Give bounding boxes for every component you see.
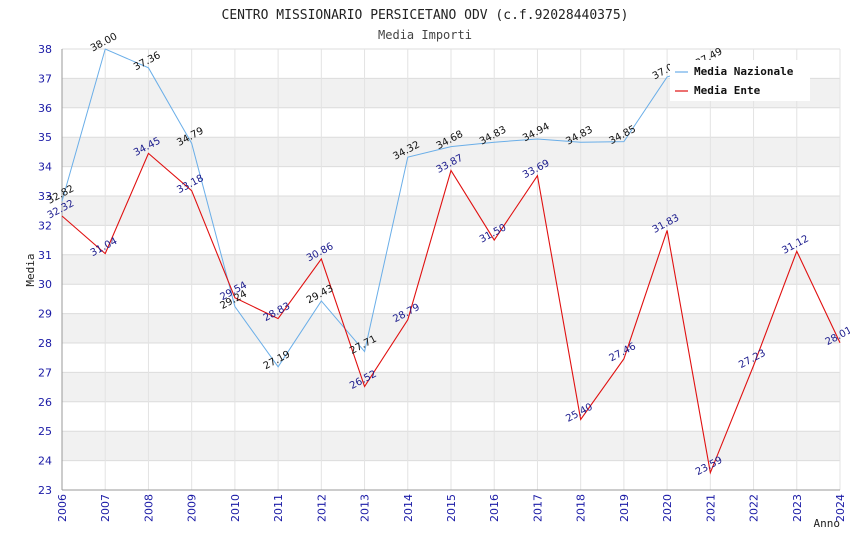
y-tick-label-29: 29 <box>38 308 52 321</box>
y-tick-label-37: 37 <box>38 72 52 85</box>
y-tick-label-31: 31 <box>38 249 52 262</box>
series-lines <box>61 48 841 475</box>
y-tick-label-33: 33 <box>38 190 52 203</box>
chart-subtitle: Media Importi <box>378 28 472 42</box>
x-tick-label-2017: 2017 <box>531 494 544 522</box>
x-tick-label-2013: 2013 <box>359 494 372 522</box>
x-tick-label-2021: 2021 <box>704 494 717 522</box>
y-tick-label-34: 34 <box>38 161 52 174</box>
y-tick-label-24: 24 <box>38 455 52 468</box>
y-tick-label-25: 25 <box>38 425 52 438</box>
data-label-media-ente-2009: 33.18 <box>175 173 205 196</box>
x-tick-label-2023: 2023 <box>791 494 804 522</box>
legend-label-media-ente: Media Ente <box>694 84 761 97</box>
y-tick-label-27: 27 <box>38 366 52 379</box>
data-label-media-ente-2018: 25.40 <box>564 402 594 425</box>
legend: Media Nazionale Media Ente <box>670 60 810 101</box>
y-tick-labels: 23 24 25 26 27 28 29 30 31 32 33 34 35 36 37 38 <box>38 43 52 497</box>
x-tick-label-2011: 2011 <box>272 494 285 522</box>
x-tick-label-2014: 2014 <box>402 494 415 522</box>
y-tick-label-26: 26 <box>38 396 52 409</box>
y-tick-label-32: 32 <box>38 219 52 232</box>
x-tick-label-2009: 2009 <box>186 494 199 522</box>
y-tick-label-28: 28 <box>38 337 52 350</box>
y-tick-label-30: 30 <box>38 278 52 291</box>
x-tick-label-2012: 2012 <box>315 494 328 522</box>
x-tick-label-2018: 2018 <box>575 494 588 522</box>
x-tick-label-2008: 2008 <box>142 494 155 522</box>
x-axis-label: Anno <box>814 517 841 530</box>
chart-title: CENTRO MISSIONARIO PERSICETANO ODV (c.f.… <box>222 8 629 23</box>
x-tick-label-2016: 2016 <box>488 494 501 522</box>
x-tick-labels: 2006 2007 2008 2009 2010 2011 2012 2013 2014 2015… <box>56 494 847 522</box>
x-tick-label-2020: 2020 <box>661 494 674 522</box>
y-tick-label-23: 23 <box>38 484 52 497</box>
legend-box <box>670 60 810 101</box>
x-tick-label-2007: 2007 <box>99 494 112 522</box>
x-tick-label-2024: 2024 <box>834 494 847 522</box>
data-label-media-nazionale-2011: 27.19 <box>262 349 292 372</box>
y-tick-label-36: 36 <box>38 102 52 115</box>
series-line-media-ente <box>61 152 841 475</box>
series-line-media-nazionale <box>61 48 711 368</box>
axes <box>61 49 840 491</box>
x-tick-label-2022: 2022 <box>748 494 761 522</box>
x-tick-label-2015: 2015 <box>445 494 458 522</box>
y-tick-label-35: 35 <box>38 131 52 144</box>
legend-label-media-nazionale: Media Nazionale <box>694 65 794 78</box>
x-tick-label-2010: 2010 <box>229 494 242 522</box>
data-label-media-nazionale-2007: 38.00 <box>89 31 119 54</box>
data-label-media-nazionale-2008: 37.36 <box>132 50 162 73</box>
y-axis-label: Media <box>24 253 37 286</box>
y-tick-label-38: 38 <box>38 43 52 56</box>
x-tick-label-2019: 2019 <box>618 494 631 522</box>
x-tick-label-2006: 2006 <box>56 494 69 522</box>
